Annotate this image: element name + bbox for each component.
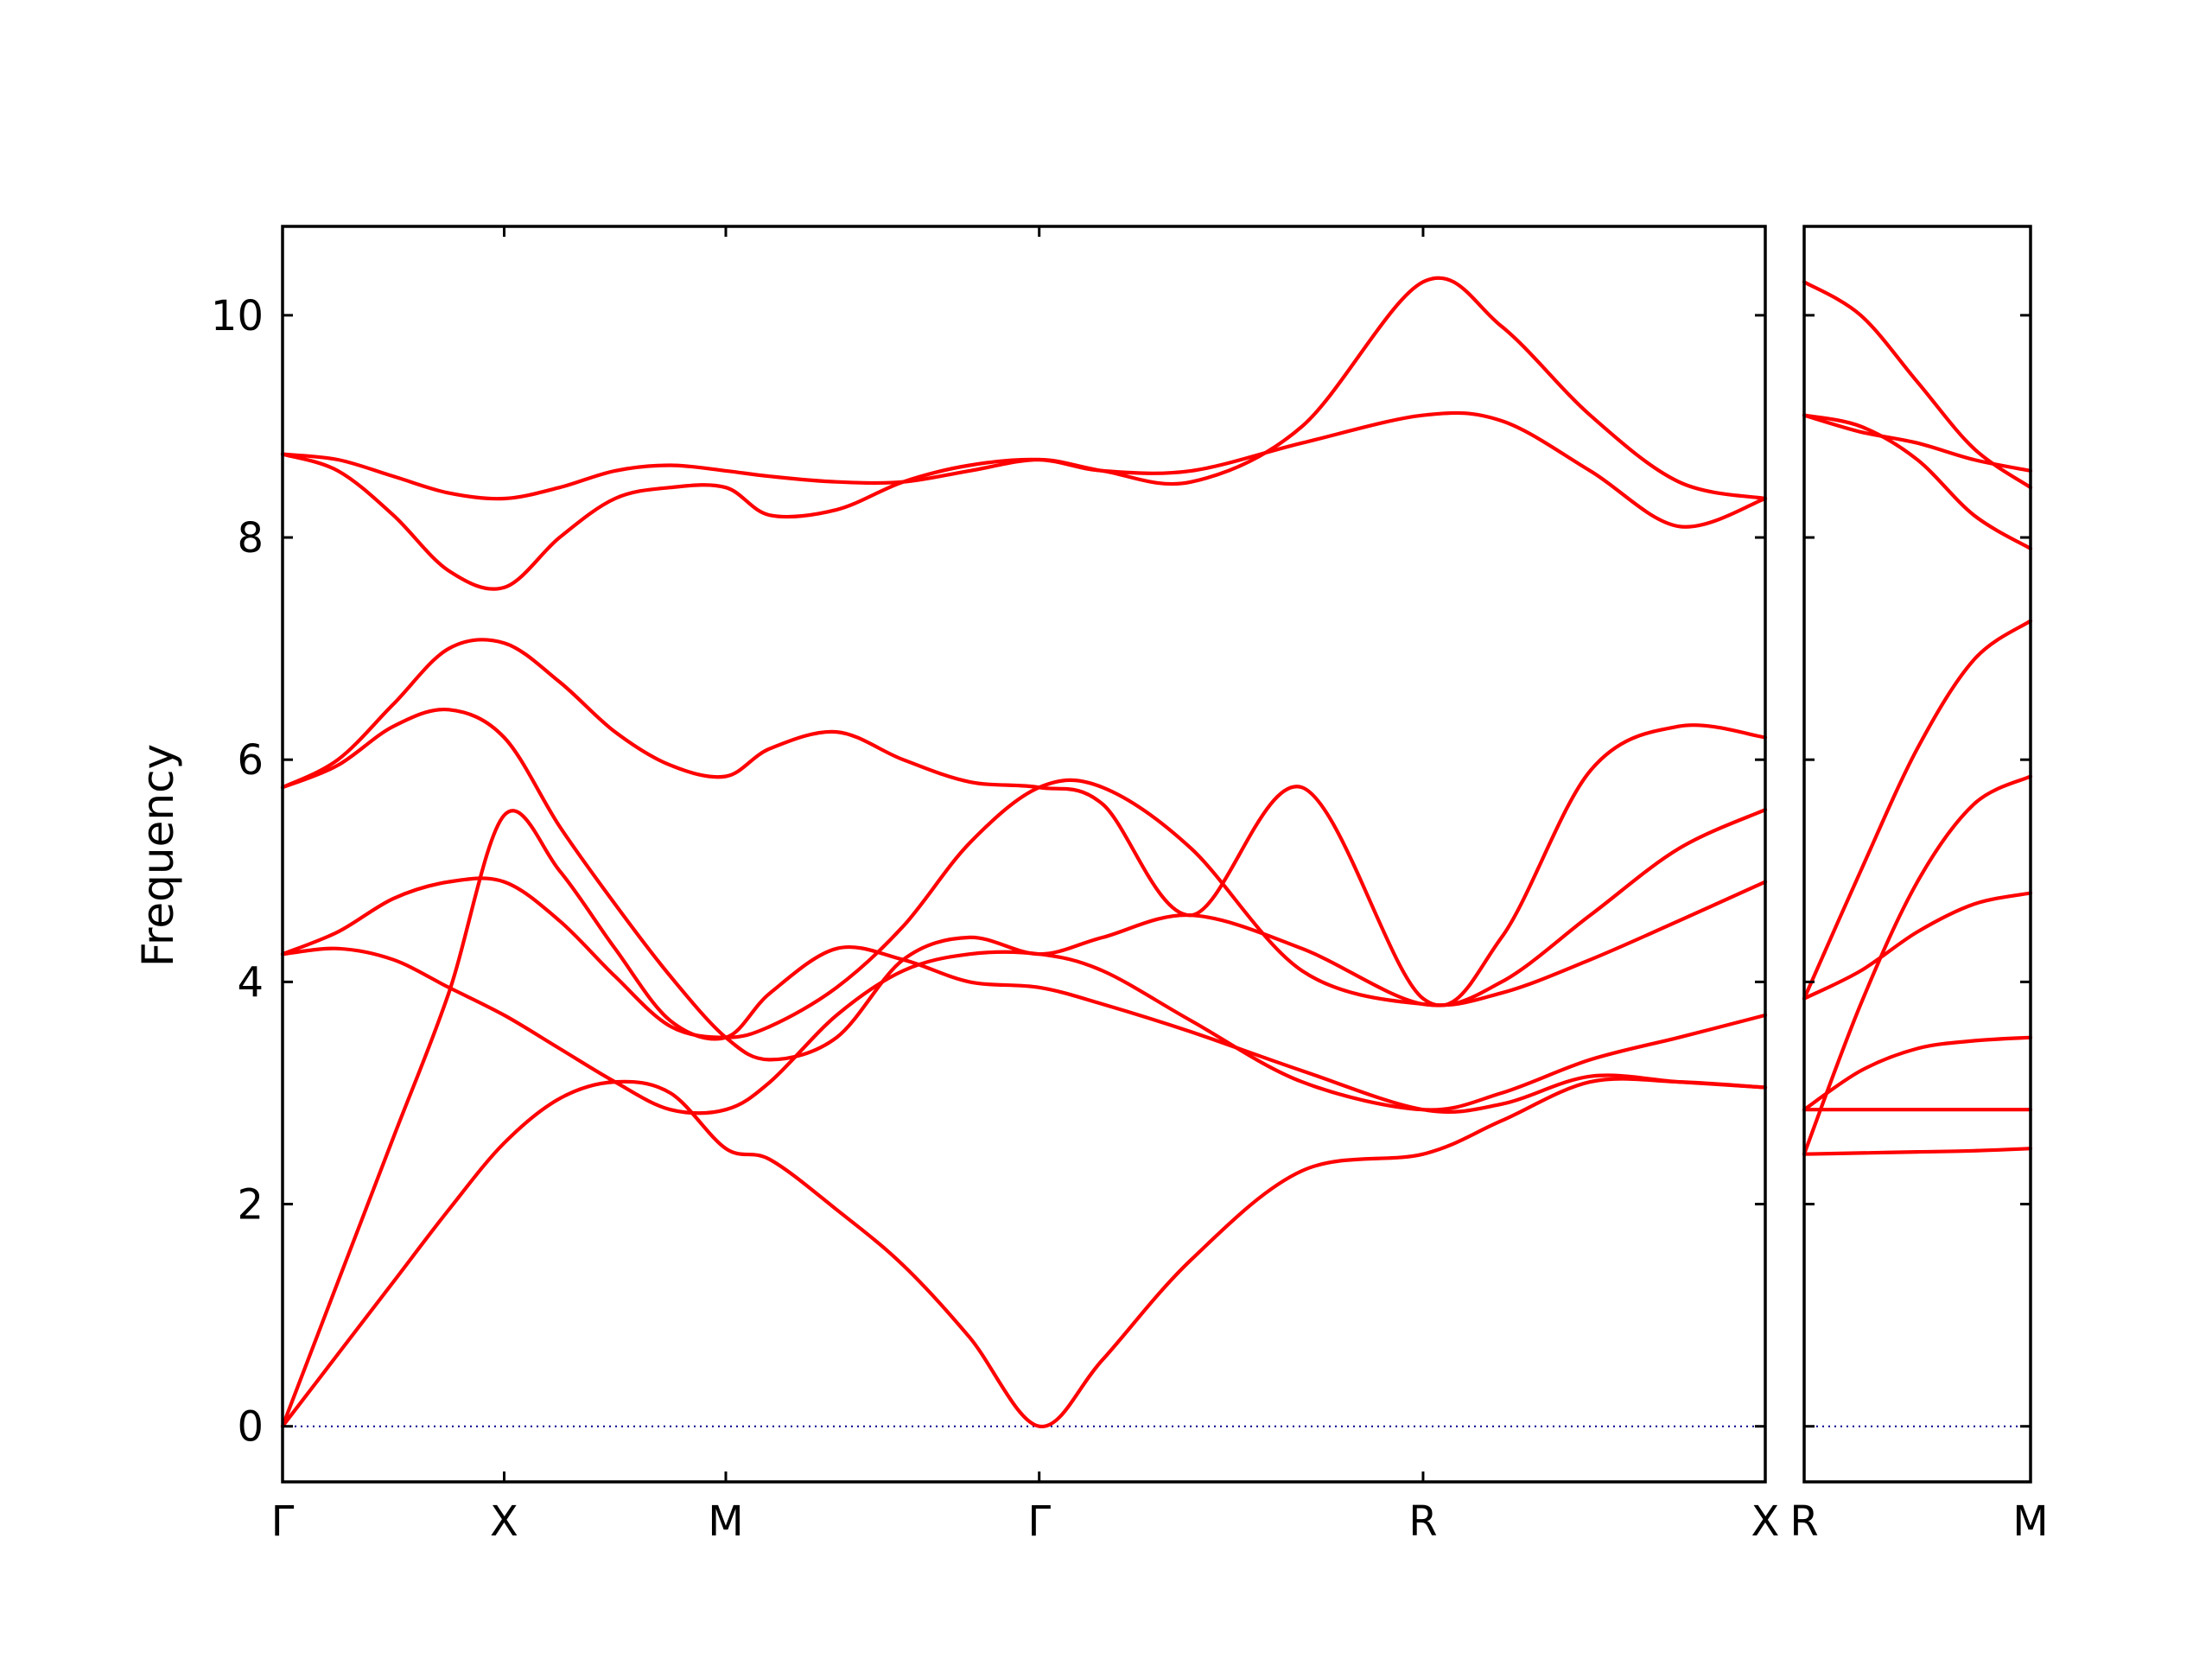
panel-frame bbox=[1802, 225, 2032, 1484]
band-line-8 bbox=[1802, 413, 2033, 473]
xtick-label: X bbox=[1751, 1497, 1780, 1546]
band-line-3 bbox=[1802, 1035, 2033, 1112]
y-axis-label: Frequency bbox=[133, 744, 183, 967]
panel-frame bbox=[281, 225, 1767, 1484]
band-line-2 bbox=[280, 809, 1768, 1428]
band-line-9 bbox=[1802, 280, 2033, 490]
band-line-8 bbox=[280, 276, 1768, 501]
xtick-label: X bbox=[490, 1497, 518, 1546]
xtick-label: M bbox=[708, 1497, 743, 1546]
ytick-label: 10 bbox=[211, 292, 264, 340]
band-line-5 bbox=[1802, 891, 2033, 1001]
band-line-7 bbox=[280, 410, 1768, 591]
ytick-label: 0 bbox=[237, 1403, 264, 1452]
band-line-4 bbox=[280, 778, 1768, 1039]
ytick-label: 8 bbox=[237, 514, 264, 563]
xtick-label: Γ bbox=[271, 1497, 295, 1546]
band-line-5 bbox=[280, 707, 1768, 1062]
xtick-label: M bbox=[2012, 1497, 2048, 1546]
xtick-label: Γ bbox=[1027, 1497, 1051, 1546]
xtick-label: R bbox=[1408, 1497, 1437, 1546]
band-line-7 bbox=[1802, 413, 2033, 550]
ytick-label: 2 bbox=[237, 1181, 264, 1230]
band-line-6 bbox=[1802, 619, 2033, 1001]
band-line-6 bbox=[280, 638, 1768, 1007]
band-line-4 bbox=[1802, 774, 2033, 1156]
band-line-1 bbox=[1802, 1147, 2033, 1156]
xtick-label: R bbox=[1789, 1497, 1818, 1546]
ytick-label: 6 bbox=[237, 736, 264, 785]
band-line-3 bbox=[280, 946, 1768, 1116]
band-line-1 bbox=[280, 1077, 1768, 1428]
ytick-label: 4 bbox=[237, 958, 264, 1007]
y-axis: 0 2 4 6 8 10 bbox=[211, 292, 264, 1452]
